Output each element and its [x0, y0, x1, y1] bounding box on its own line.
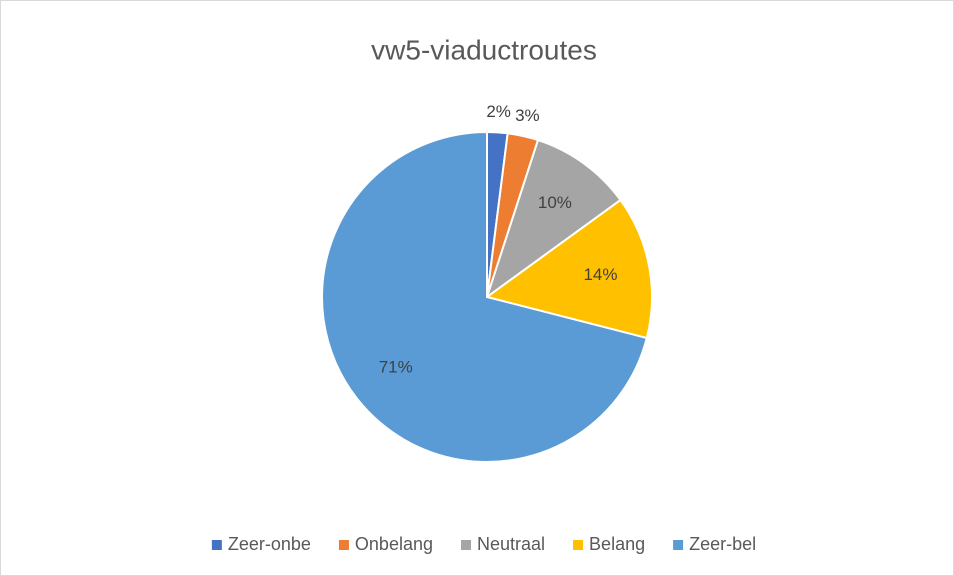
legend-label: Neutraal [477, 534, 545, 554]
chart-title: vw5-viaductroutes [371, 34, 597, 65]
data-label: 71% [379, 357, 413, 376]
legend-swatch [673, 540, 684, 550]
legend-label: Zeer-bel [689, 534, 756, 554]
legend-swatch [211, 540, 222, 550]
data-label: 3% [515, 106, 540, 125]
legend-label: Belang [589, 534, 645, 554]
legend-label: Onbelang [355, 534, 433, 554]
pie-slice [484, 198, 653, 340]
legend-swatch [573, 540, 584, 550]
data-label: 2% [486, 102, 511, 121]
data-label: 10% [538, 193, 572, 212]
data-label: 14% [583, 265, 617, 284]
pie-slice [321, 130, 649, 463]
legend-label: Zeer-onbe [228, 534, 311, 554]
legend-swatch [461, 540, 471, 550]
pie-slice [485, 138, 622, 300]
legend-swatch [338, 540, 349, 550]
